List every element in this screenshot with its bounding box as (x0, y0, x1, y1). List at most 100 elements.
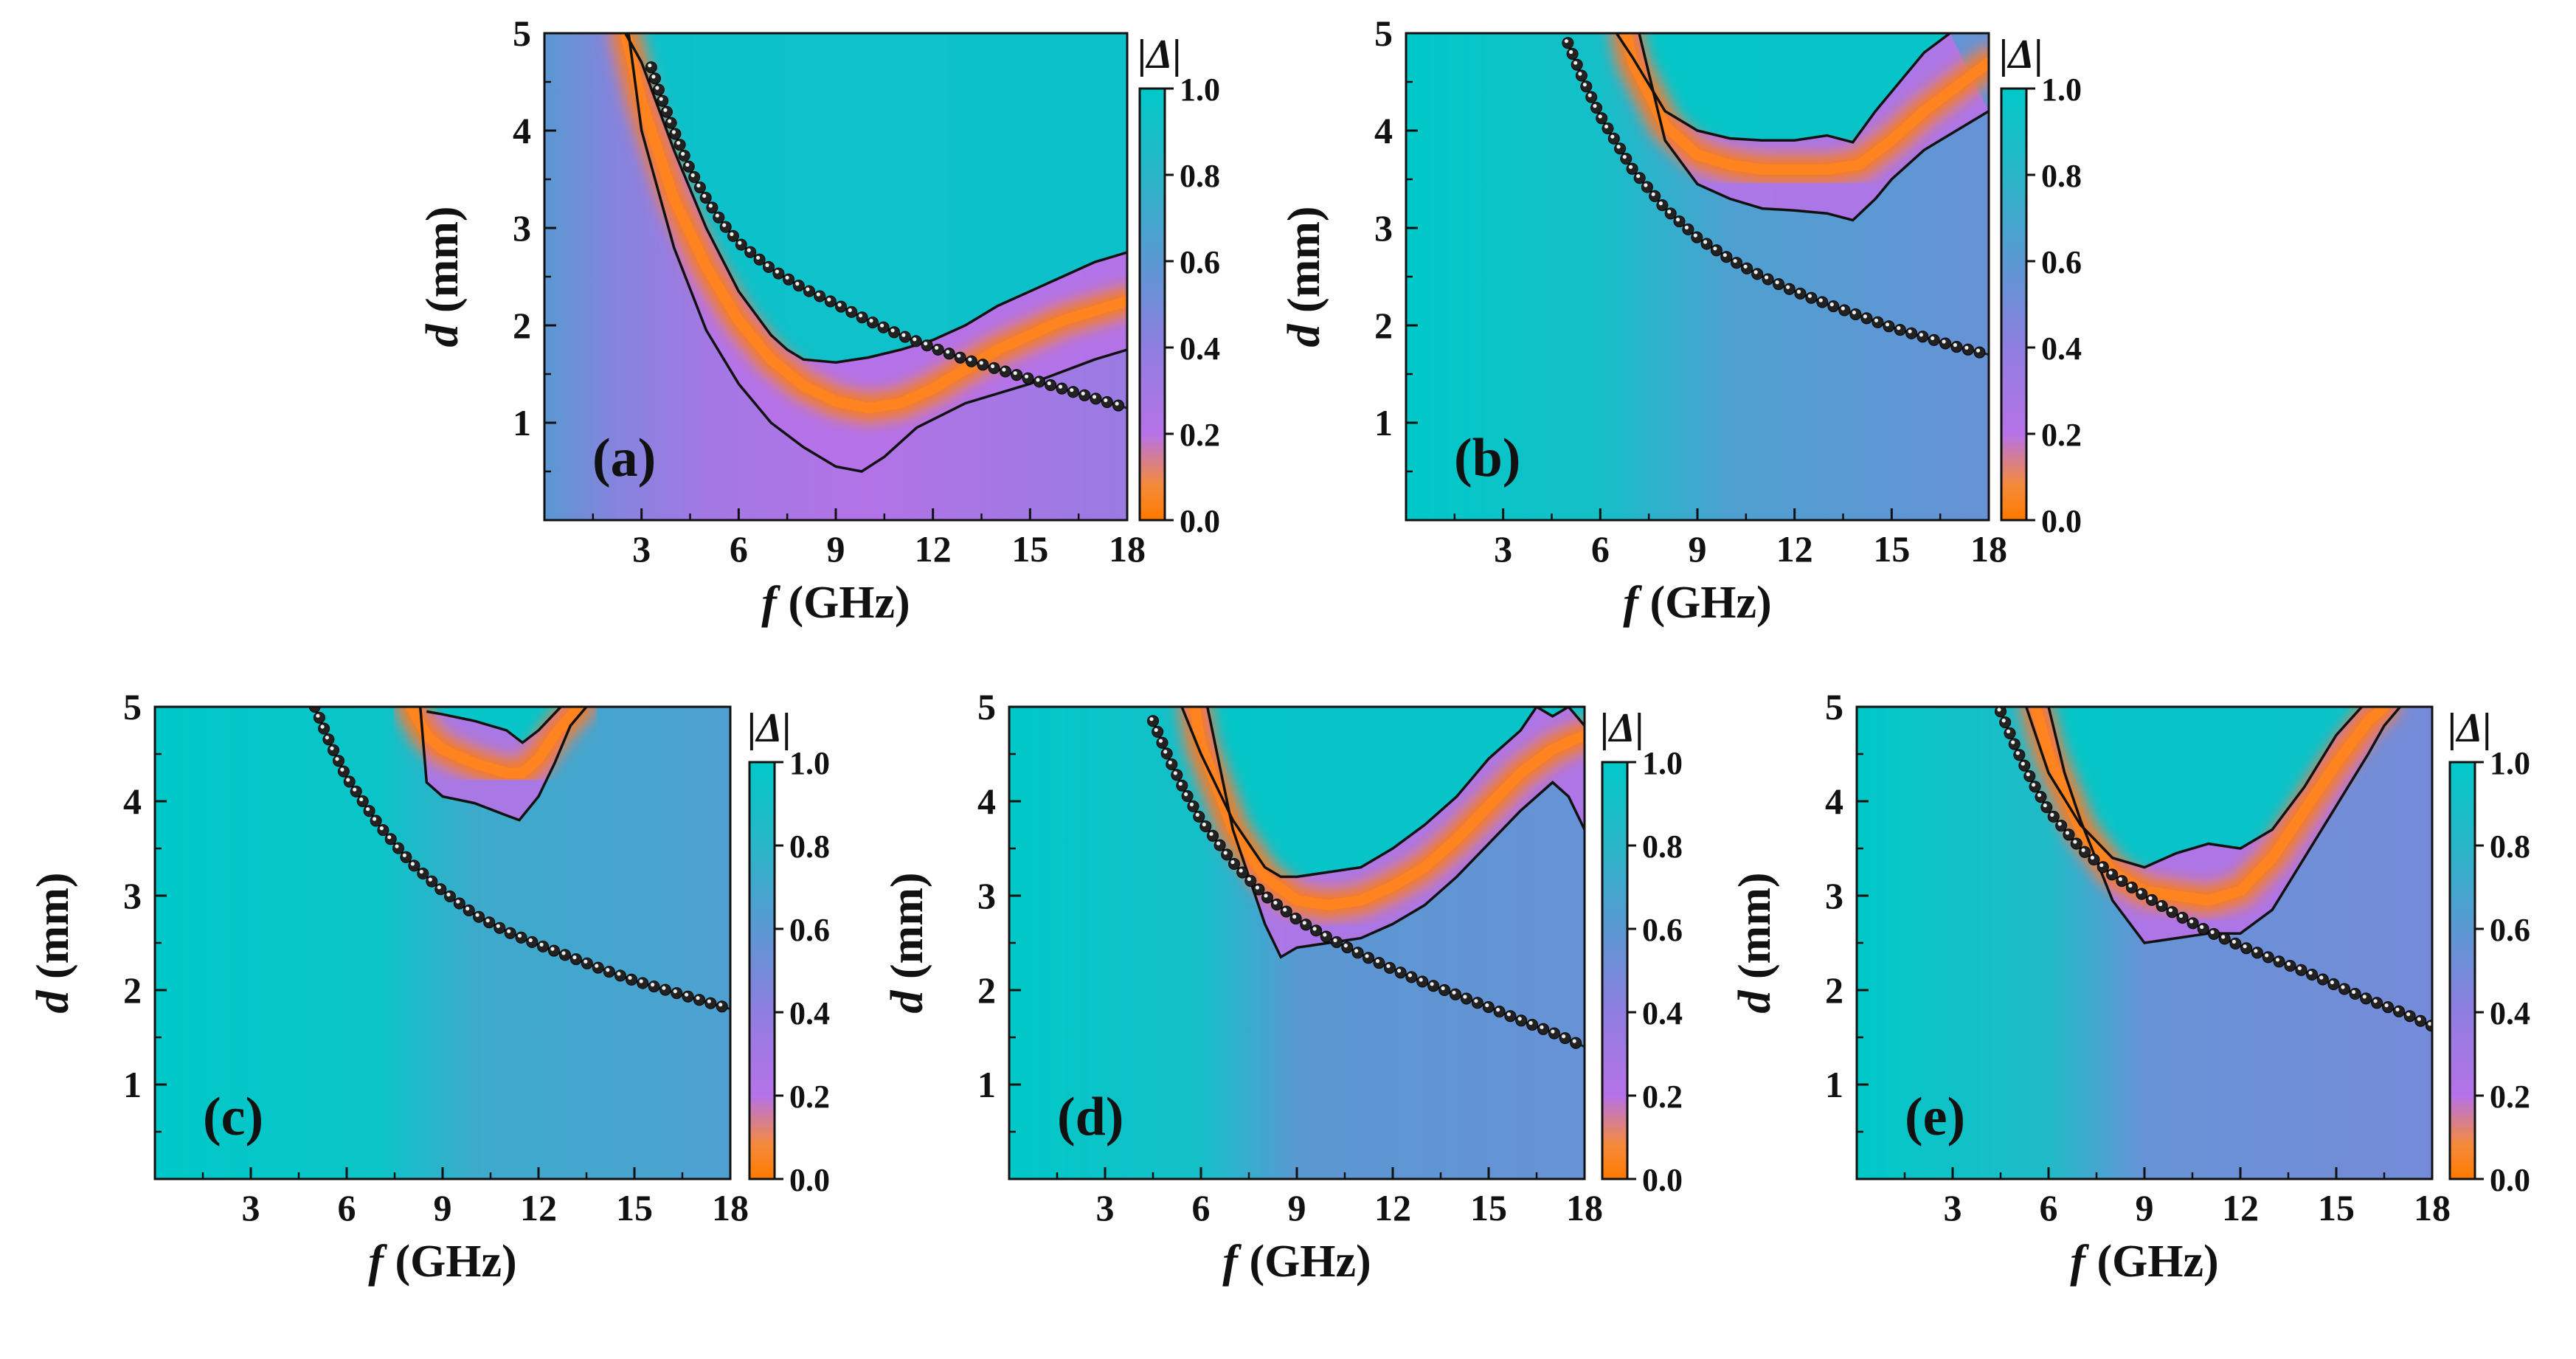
marker-point (504, 927, 516, 939)
x-tick-label: 9 (2136, 1187, 2154, 1228)
colorbar-tick-label: 0.6 (1642, 912, 1683, 948)
marker-point (1575, 69, 1588, 82)
marker-highlight (1743, 264, 1748, 269)
marker-point (1973, 346, 1986, 359)
y-axis-title: d (mm) (1279, 206, 1329, 347)
marker-highlight (1863, 314, 1867, 319)
marker-highlight (1964, 345, 1969, 350)
marker-highlight (410, 862, 415, 866)
marker-highlight (2158, 902, 2163, 907)
marker-point (1460, 992, 1472, 1005)
x-tick-label: 3 (1096, 1187, 1115, 1228)
marker-highlight (584, 959, 588, 964)
marker-highlight (671, 130, 676, 134)
marker-point (356, 795, 369, 807)
contour-lower (1638, 33, 1989, 222)
x-tick-label: 9 (1689, 528, 1707, 570)
marker-point (824, 295, 837, 308)
marker-point (671, 987, 683, 1000)
colorbar-tick-label: 0.8 (2490, 829, 2530, 865)
marker-highlight (1255, 885, 1259, 890)
x-tick-label: 15 (1470, 1187, 1507, 1228)
contour-upper (624, 33, 1127, 364)
marker-highlight (2073, 840, 2077, 844)
marker-point (1373, 957, 1385, 969)
marker-point (1482, 1001, 1495, 1013)
marker-highlight (1273, 900, 1278, 905)
marker-point (1773, 278, 1785, 291)
marker-point (1596, 112, 1608, 125)
marker-highlight (848, 308, 852, 312)
marker-point (2079, 846, 2091, 858)
marker-highlight (2138, 890, 2142, 894)
marker-point (1731, 257, 1743, 269)
x-tick-label: 9 (434, 1187, 452, 1228)
y-tick-label: 1 (1374, 402, 1393, 443)
marker-point (1310, 924, 1323, 937)
colorbar (1138, 87, 1166, 522)
bead-markers (308, 707, 728, 1013)
marker-highlight (1517, 1017, 1522, 1021)
marker-point (463, 905, 475, 916)
marker-point (2273, 955, 2285, 968)
plot-area (1857, 707, 2432, 1179)
colorbar-tick-label: 0.6 (2490, 912, 2530, 948)
marker-highlight (1154, 727, 1158, 733)
marker-point (1213, 839, 1226, 851)
marker-highlight (2168, 908, 2173, 913)
marker-highlight (628, 975, 632, 980)
marker-point (652, 83, 665, 96)
x-axis-title: f (GHz) (368, 1237, 516, 1287)
marker-highlight (1636, 174, 1641, 179)
marker-highlight (1283, 907, 1287, 912)
marker-point (659, 983, 671, 996)
marker-highlight (2118, 877, 2122, 882)
marker-highlight (2090, 855, 2094, 860)
marker-highlight (662, 986, 666, 990)
marker-highlight (957, 353, 961, 358)
y-tick-label: 4 (1825, 781, 1843, 822)
colorbar-tick-label: 0.2 (2490, 1079, 2530, 1115)
plot-area (1009, 707, 1585, 1179)
marker-highlight (1610, 134, 1615, 139)
panel-label: (c) (203, 1087, 263, 1147)
x-tick-label: 18 (1566, 1187, 1603, 1228)
marker-highlight (387, 835, 392, 840)
marker-highlight (1629, 165, 1633, 169)
marker-highlight (1496, 1008, 1500, 1012)
marker-point (2097, 861, 2109, 874)
marker-point (1691, 231, 1703, 243)
marker-highlight (606, 968, 610, 972)
marker-point (792, 280, 805, 292)
marker-highlight (1976, 348, 1981, 353)
marker-point (1253, 883, 1265, 896)
marker-point (888, 326, 901, 339)
marker-point (867, 317, 879, 329)
x-tick-label: 15 (616, 1187, 653, 1228)
marker-highlight (2297, 966, 2302, 970)
marker-point (814, 290, 826, 302)
marker-point (657, 94, 669, 107)
marker-highlight (747, 248, 751, 252)
marker-point (1515, 1014, 1528, 1027)
marker-point (1331, 936, 1343, 948)
marker-point (1351, 947, 1364, 959)
y-axis-variable: d (1730, 990, 1780, 1014)
marker-highlight (2210, 930, 2215, 934)
marker-point (1207, 829, 1219, 842)
marker-point (693, 181, 706, 193)
marker-point (753, 253, 766, 266)
marker-highlight (1036, 378, 1040, 382)
marker-point (674, 139, 686, 151)
x-axis-unit: (GHz) (2085, 1237, 2219, 1287)
marker-point (2251, 947, 2263, 959)
x-tick-label: 6 (2040, 1187, 2058, 1228)
bead-markers (1147, 715, 1582, 1049)
marker-highlight (475, 913, 479, 917)
colorbar-tick-label: 0.2 (789, 1079, 830, 1115)
y-tick-label: 4 (977, 781, 996, 822)
bead-markers (645, 61, 1125, 412)
